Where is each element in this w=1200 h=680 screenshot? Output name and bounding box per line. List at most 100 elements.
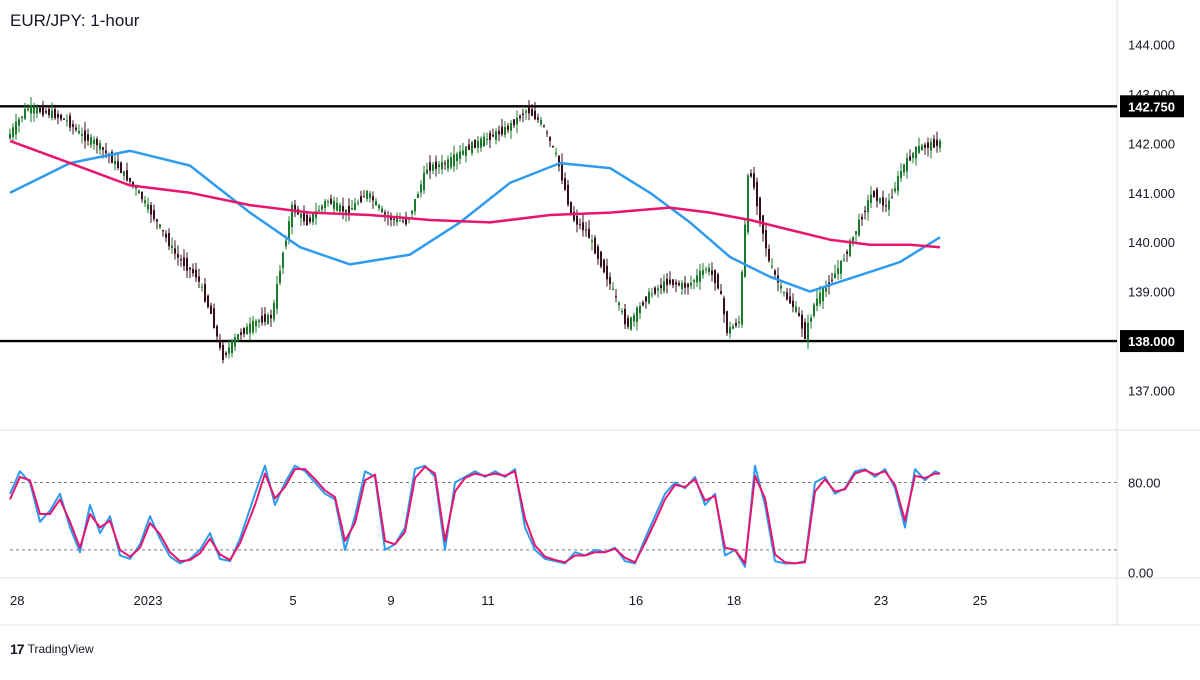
candle-body xyxy=(357,202,359,204)
candle-body xyxy=(813,304,815,316)
candle-body xyxy=(549,137,551,141)
candle-body xyxy=(333,200,335,209)
candle-body xyxy=(888,200,890,210)
candle-body xyxy=(903,164,905,173)
candle-body xyxy=(705,268,707,270)
candle-body xyxy=(648,291,650,304)
time-tick-label: 23 xyxy=(874,593,888,608)
candle-body xyxy=(351,208,353,210)
candle-body xyxy=(459,151,461,159)
candle-body xyxy=(165,233,167,238)
candle-body xyxy=(267,314,269,324)
candle-body xyxy=(114,160,116,165)
candle-body xyxy=(135,187,137,189)
candle-body xyxy=(144,200,146,204)
ema-fast-line xyxy=(9,149,941,293)
candle-body xyxy=(447,159,449,169)
candle-body xyxy=(369,193,371,199)
price-tick-label: 141.000 xyxy=(1128,186,1175,201)
candle-body xyxy=(57,113,59,118)
candle-body xyxy=(414,199,416,212)
candle-body xyxy=(321,205,323,210)
candle-body xyxy=(249,323,251,334)
candle-body xyxy=(213,308,215,329)
candle-body xyxy=(303,213,305,222)
candle-body xyxy=(384,212,386,215)
candle-body xyxy=(678,283,680,286)
candle-body xyxy=(909,156,911,161)
candle-body xyxy=(27,108,29,111)
candle-body xyxy=(807,322,809,342)
candle-body xyxy=(150,205,152,215)
candle-body xyxy=(381,208,383,213)
candle-body xyxy=(675,282,677,285)
candle-body xyxy=(816,298,818,306)
candle-body xyxy=(741,271,743,325)
candle-body xyxy=(630,317,632,330)
candle-body xyxy=(933,138,935,148)
candle-body xyxy=(324,201,326,209)
candle-body xyxy=(444,163,446,165)
candle-body xyxy=(570,201,572,214)
candle-body xyxy=(591,240,593,242)
candle-body xyxy=(201,286,203,288)
candle-body xyxy=(177,254,179,258)
candle-body xyxy=(627,318,629,327)
candle-body xyxy=(96,138,98,146)
candle-body xyxy=(336,202,338,211)
candle-body xyxy=(246,326,248,335)
level-price-label: 142.750 xyxy=(1128,99,1175,114)
candle-body xyxy=(561,161,563,181)
candle-body xyxy=(45,111,47,113)
candle-body xyxy=(510,122,512,131)
candle-body xyxy=(837,268,839,275)
candle-body xyxy=(663,280,665,292)
candle-body xyxy=(156,219,158,222)
candle-body xyxy=(846,251,848,254)
candle-body xyxy=(78,131,80,134)
candle-body xyxy=(621,311,623,313)
time-tick-label: 11 xyxy=(481,593,495,608)
candle-body xyxy=(588,228,590,239)
candle-body xyxy=(504,127,506,136)
candle-body xyxy=(882,197,884,206)
candle-body xyxy=(558,155,560,167)
candle-body xyxy=(261,315,263,323)
candle-body xyxy=(858,219,860,236)
candle-body xyxy=(597,246,599,259)
candle-body xyxy=(21,116,23,119)
candle-body xyxy=(660,285,662,289)
candle-body xyxy=(810,317,812,322)
candle-body xyxy=(516,117,518,125)
brand-logo[interactable]: 17 TradingView xyxy=(10,641,94,657)
candle-body xyxy=(750,173,752,177)
candle-body xyxy=(105,150,107,154)
candle-body xyxy=(141,191,143,200)
candle-body xyxy=(102,147,104,150)
candle-body xyxy=(237,334,239,342)
candle-body xyxy=(162,230,164,232)
candle-body xyxy=(327,201,329,203)
candle-body xyxy=(699,270,701,282)
candle-body xyxy=(54,108,56,119)
candle-body xyxy=(714,269,716,284)
candle-body xyxy=(288,221,290,240)
candle-body xyxy=(210,305,212,314)
level-price-label: 138.000 xyxy=(1128,334,1175,349)
candle-body xyxy=(33,106,35,114)
candle-body xyxy=(759,197,761,221)
candle-body xyxy=(723,298,725,315)
candle-body xyxy=(312,213,314,223)
candle-body xyxy=(15,121,17,135)
candle-body xyxy=(63,118,65,120)
candle-body xyxy=(702,270,704,276)
candle-body xyxy=(639,305,641,314)
candle-body xyxy=(831,279,833,281)
price-tick-label: 142.000 xyxy=(1128,136,1175,151)
candle-body xyxy=(672,279,674,286)
candle-body xyxy=(771,265,773,267)
candle-body xyxy=(711,270,713,275)
candle-body xyxy=(798,313,800,316)
